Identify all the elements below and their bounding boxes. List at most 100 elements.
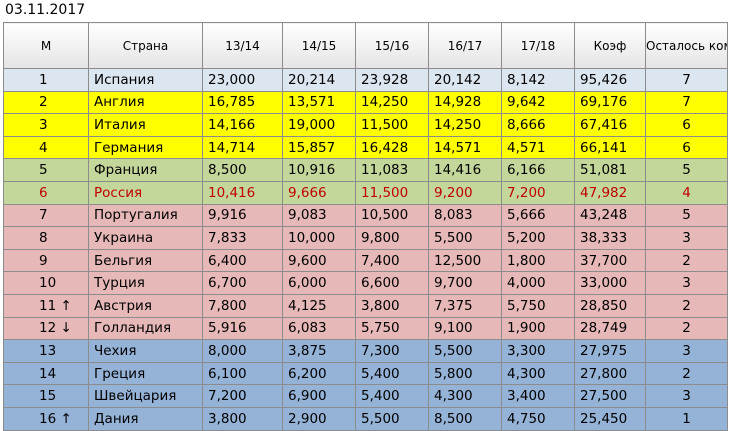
table-cell: 51,081 [574, 158, 646, 182]
table-row: 5 Франция 8,500 10,916 11,083 14,416 6,166 51,0… [3, 158, 728, 182]
table-row: 9 Бельгия 6,400 9,600 7,400 12,500 1,800 37,700… [3, 248, 728, 273]
table-cell: Греция [88, 361, 203, 386]
table-cell: 20,142 [428, 68, 502, 92]
table-cell: 1,800 [501, 248, 575, 273]
table-cell: 5,916 [202, 316, 283, 341]
table-cell: 4,125 [282, 293, 356, 318]
table-cell: 38,333 [574, 226, 646, 250]
table-cell: 7,200 [202, 384, 283, 408]
table-cell: 2 [645, 361, 728, 386]
table-cell: 3,300 [501, 339, 575, 363]
table-cell: 14 [3, 361, 89, 386]
table-cell: 6,400 [202, 248, 283, 273]
table-cell: 1,900 [501, 316, 575, 341]
table-cell: Голландия [88, 316, 203, 341]
table-cell: 11,500 [355, 180, 429, 205]
table-cell: 7 [3, 203, 89, 228]
table-cell: 7,300 [355, 339, 429, 363]
table-cell: 43,248 [574, 203, 646, 228]
table-cell: 7,800 [202, 293, 283, 318]
table-cell: 5,400 [355, 361, 429, 386]
table-cell: 3 [645, 271, 728, 295]
table-cell: 6,900 [282, 384, 356, 408]
table-cell: 4,300 [501, 361, 575, 386]
table-cell: 6 [645, 135, 728, 160]
table-cell: 11,500 [355, 113, 429, 137]
table-cell: 37,700 [574, 248, 646, 273]
table-cell: 8,083 [428, 203, 502, 228]
table-cell: 66,141 [574, 135, 646, 160]
table-cell: 5,666 [501, 203, 575, 228]
table-row: 12 ↓ Голландия 5,916 6,083 5,750 9,100 1,900 28… [3, 316, 728, 341]
table-cell: 5,500 [355, 406, 429, 431]
table-cell: 7,400 [355, 248, 429, 273]
table-cell: 2 [645, 248, 728, 273]
table-cell: 5 [645, 158, 728, 182]
table-cell: 4,000 [501, 271, 575, 295]
table-cell: 14,416 [428, 158, 502, 182]
table-row: 13 Чехия 8,000 3,875 7,300 5,500 3,300 27,975 3 [3, 339, 728, 363]
table-cell: 6,100 [202, 361, 283, 386]
table-row: 3 Италия 14,166 19,000 11,500 14,250 8,666 67,4… [3, 113, 728, 137]
table-row: 11 ↑ Австрия 7,800 4,125 3,800 7,375 5,750 28,8… [3, 293, 728, 318]
table-cell: 8,500 [428, 406, 502, 431]
table-cell: 2 [645, 316, 728, 341]
table-cell: 8,000 [202, 339, 283, 363]
table-cell: 1 [645, 406, 728, 431]
table-cell: 5 [645, 203, 728, 228]
table-cell: 14,928 [428, 90, 502, 115]
header-row: М Страна 13/14 14/15 15/16 16/17 17/18 Коэф Оста… [3, 22, 728, 69]
table-cell: 16,428 [355, 135, 429, 160]
header-cell: Осталось команд [645, 22, 728, 69]
table-cell: 4,571 [501, 135, 575, 160]
table-cell: 47,982 [574, 180, 646, 205]
table-cell: 10 [3, 271, 89, 295]
table-cell: 2,900 [282, 406, 356, 431]
table-row: 1 Испания 23,000 20,214 23,928 20,142 8,142 95,… [3, 68, 728, 92]
header-cell: 13/14 [202, 22, 283, 69]
header-cell: 17/18 [501, 22, 575, 69]
table-cell: 6 [645, 113, 728, 137]
table-cell: Дания [88, 406, 203, 431]
table-cell: Турция [88, 271, 203, 295]
table-row: 8 Украина 7,833 10,000 9,800 5,500 5,200 38,333… [3, 226, 728, 250]
table-cell: 9,916 [202, 203, 283, 228]
table-cell: 8,500 [202, 158, 283, 182]
table-cell: 33,000 [574, 271, 646, 295]
table-cell: 3,800 [355, 293, 429, 318]
table-row: 2 Англия 16,785 13,571 14,250 14,928 9,642 69,1… [3, 90, 728, 115]
table-cell: 23,928 [355, 68, 429, 92]
table-cell: 6,083 [282, 316, 356, 341]
table-row: 6 Россия 10,416 9,666 11,500 9,200 7,200 47,982… [3, 180, 728, 205]
table-cell: 9,666 [282, 180, 356, 205]
table-cell: Чехия [88, 339, 203, 363]
table-cell: Германия [88, 135, 203, 160]
table-cell: 3 [645, 384, 728, 408]
table-cell: Португалия [88, 203, 203, 228]
table-cell: 3 [645, 226, 728, 250]
table-cell: 5 [3, 158, 89, 182]
table-cell: Англия [88, 90, 203, 115]
table-cell: 9,200 [428, 180, 502, 205]
table-cell: 10,000 [282, 226, 356, 250]
table-cell: 10,916 [282, 158, 356, 182]
table-cell: 25,450 [574, 406, 646, 431]
table-cell: Россия [88, 180, 203, 205]
table-cell: 5,500 [428, 226, 502, 250]
table-cell: Бельгия [88, 248, 203, 273]
table-cell: 11 ↑ [3, 293, 89, 318]
table-cell: 9,642 [501, 90, 575, 115]
table-cell: 7,375 [428, 293, 502, 318]
header-cell: 16/17 [428, 22, 502, 69]
table-cell: 3,400 [501, 384, 575, 408]
table-cell: 6,600 [355, 271, 429, 295]
table-row: 15 Швейцария 7,200 6,900 5,400 4,300 3,400 27,5… [3, 384, 728, 408]
table-cell: 4,300 [428, 384, 502, 408]
header-cell: Коэф [574, 22, 646, 69]
table-cell: 20,214 [282, 68, 356, 92]
table-cell: 12,500 [428, 248, 502, 273]
table-cell: 14,714 [202, 135, 283, 160]
table-cell: 7 [645, 68, 728, 92]
table-cell: Испания [88, 68, 203, 92]
